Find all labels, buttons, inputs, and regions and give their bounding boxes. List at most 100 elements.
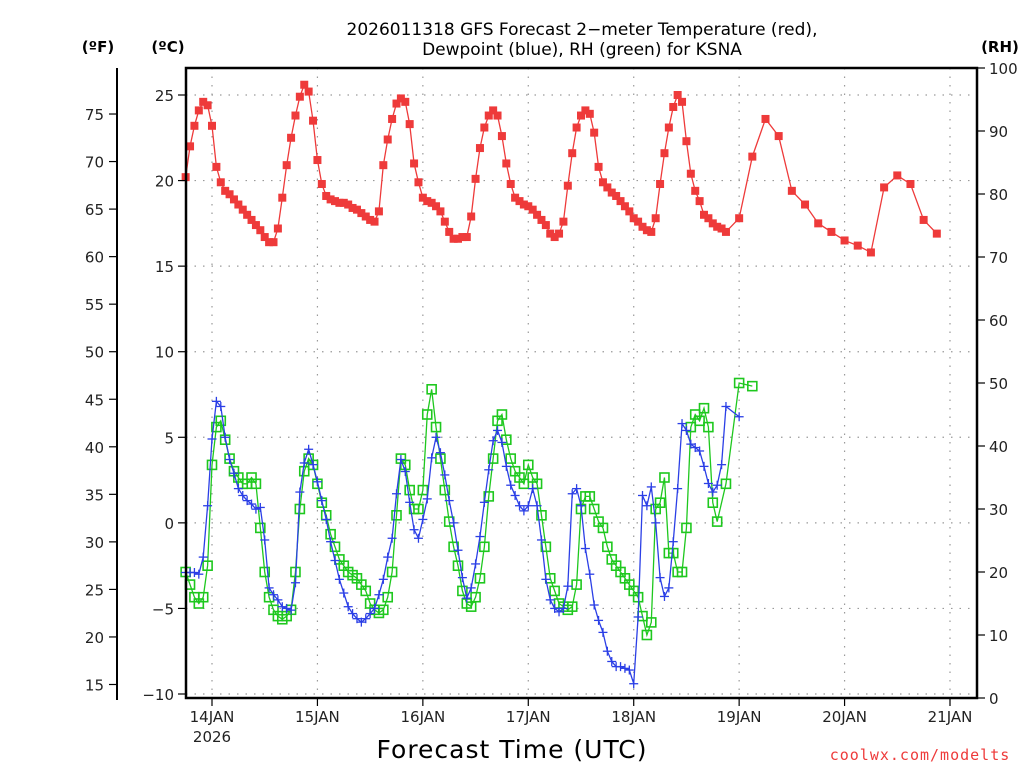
celsius-tick-label: 20 xyxy=(155,173,174,191)
dewpoint-point xyxy=(721,401,731,411)
rh-point xyxy=(263,591,275,603)
rh-point xyxy=(531,478,543,490)
rh-tick-label: 90 xyxy=(989,123,1008,141)
temperature-point xyxy=(287,133,296,142)
temperature-point xyxy=(454,234,462,243)
dewpoint-point xyxy=(677,419,687,429)
dewpoint-point xyxy=(444,496,454,506)
dewpoint-point xyxy=(418,514,428,524)
rh-point xyxy=(566,601,578,612)
dewpoint-point xyxy=(326,537,336,547)
dewpoint-point xyxy=(251,504,261,514)
dewpoint-point xyxy=(479,497,489,507)
temperature-point xyxy=(801,200,810,209)
fahrenheit-tick-label: 55 xyxy=(85,296,104,314)
temperature-point xyxy=(440,217,449,226)
fahrenheit-tick-label: 20 xyxy=(85,629,104,647)
fahrenheit-tick-label: 60 xyxy=(85,249,104,267)
rh-point xyxy=(202,560,213,572)
temperature-point xyxy=(234,200,243,209)
dewpoint-point xyxy=(277,602,287,612)
dewpoint-point xyxy=(392,489,401,499)
rh-tick-label: 0 xyxy=(989,690,999,708)
temperature-point xyxy=(291,111,300,120)
temperature-point xyxy=(572,123,581,132)
temperature-point xyxy=(682,137,691,146)
dewpoint-point xyxy=(506,480,516,490)
dewpoint-point xyxy=(501,461,511,471)
temperature-point xyxy=(379,161,388,170)
dewpoint-point xyxy=(620,663,630,673)
dewpoint-point xyxy=(400,467,410,477)
temperature-point xyxy=(568,149,577,158)
dewpoint-point xyxy=(664,583,674,593)
rh-point xyxy=(474,572,486,584)
x-tick-label: 14JAN xyxy=(190,708,235,726)
temperature-point xyxy=(686,169,695,178)
dewpoint-point xyxy=(519,506,529,516)
temperature-point xyxy=(647,227,656,236)
rh-point xyxy=(206,459,218,471)
rh-point xyxy=(733,377,745,389)
temperature-point xyxy=(607,188,616,197)
temperature-point xyxy=(190,121,199,130)
temperature-point xyxy=(199,97,208,106)
x-tick-label: 15JAN xyxy=(295,708,340,726)
series-layer xyxy=(180,80,941,689)
dewpoint-point xyxy=(598,627,608,637)
dewpoint-point xyxy=(497,437,507,447)
dewpoint-point xyxy=(466,583,476,593)
dewpoint-point xyxy=(541,574,551,584)
temperature-point xyxy=(295,92,304,101)
temperature-point xyxy=(489,106,498,115)
rh-point xyxy=(602,541,613,553)
temperature-point xyxy=(546,229,555,238)
x-tick-label: 18JAN xyxy=(611,708,656,726)
temperature-point xyxy=(410,159,419,168)
temperature-point xyxy=(475,144,484,153)
temperature-point xyxy=(555,229,564,238)
temperature-point xyxy=(348,203,357,212)
fahrenheit-tick-label: 40 xyxy=(85,439,104,457)
dewpoint-point xyxy=(220,432,230,442)
fahrenheit-tick-label: 65 xyxy=(85,201,104,219)
dewpoint-point xyxy=(532,501,542,511)
dewpoint-point xyxy=(523,501,533,511)
temperature-point xyxy=(664,123,673,132)
rh-point xyxy=(483,491,495,502)
rh-point xyxy=(597,522,609,534)
dewpoint-point xyxy=(269,590,278,600)
dewpoint-point xyxy=(343,602,353,612)
temperature-point xyxy=(256,226,265,235)
rh-point xyxy=(518,478,530,490)
dewpoint-point xyxy=(488,436,498,446)
rh-tick-label: 80 xyxy=(989,186,1008,204)
credit-text: coolwx.com/modelts xyxy=(830,746,1011,764)
celsius-tick-label: 0 xyxy=(164,515,174,533)
temperature-point xyxy=(322,191,331,200)
fahrenheit-tick-label: 75 xyxy=(85,106,104,124)
temperature-point xyxy=(559,217,568,226)
temperature-point xyxy=(216,178,225,187)
temperature-point xyxy=(445,227,454,236)
temperature-point xyxy=(229,195,238,204)
temperature-point xyxy=(300,80,309,89)
temperature-point xyxy=(414,178,423,187)
rh-point xyxy=(391,509,402,521)
dewpoint-point xyxy=(493,425,503,435)
rh-point xyxy=(457,585,468,597)
dewpoint-point xyxy=(449,518,459,528)
temperature-point xyxy=(669,102,678,111)
dewpoint-point xyxy=(427,453,437,463)
temperature-point xyxy=(225,190,234,199)
rh-point xyxy=(540,541,552,553)
temperature-point xyxy=(423,197,432,206)
dewpoint-point xyxy=(247,499,257,509)
dewpoint-point xyxy=(457,573,467,583)
dewpoint-point xyxy=(651,518,661,528)
dewpoint-point xyxy=(528,484,538,494)
dewpoint-point xyxy=(225,455,235,465)
dewpoint-point xyxy=(286,605,296,615)
rh-point xyxy=(487,453,499,464)
rh-point xyxy=(452,560,464,572)
